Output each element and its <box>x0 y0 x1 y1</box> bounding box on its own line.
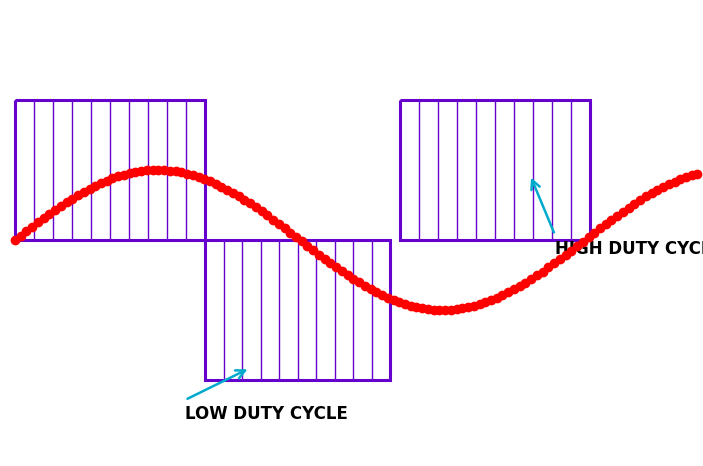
Text: LOW DUTY CYCLE: LOW DUTY CYCLE <box>185 405 348 423</box>
Text: HIGH DUTY CYCLE: HIGH DUTY CYCLE <box>555 240 703 258</box>
